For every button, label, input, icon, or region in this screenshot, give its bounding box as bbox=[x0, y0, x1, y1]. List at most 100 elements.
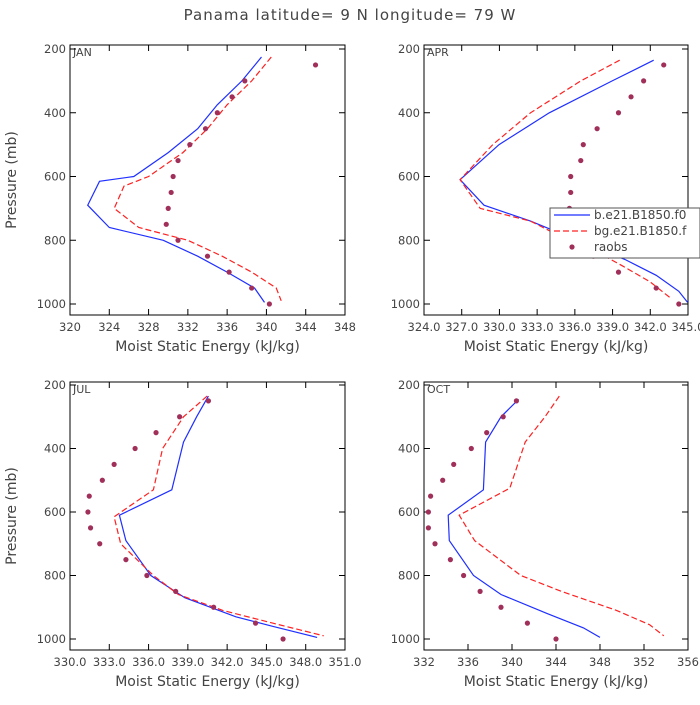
raobs-point bbox=[580, 142, 586, 148]
y-tick-label: 800 bbox=[44, 569, 66, 583]
raobs-point bbox=[163, 221, 169, 227]
raobs-point bbox=[226, 269, 232, 275]
raobs-point bbox=[461, 572, 467, 579]
raobs-point bbox=[177, 414, 183, 420]
x-tick-label: 352 bbox=[633, 655, 655, 669]
x-tick-label: 336.0 bbox=[132, 655, 165, 669]
series-line-b bbox=[447, 398, 601, 638]
x-tick-label: 339.0 bbox=[171, 655, 204, 669]
y-axis-label: Pressure (mb) bbox=[4, 131, 20, 229]
y-axis-label: Pressure (mb) bbox=[4, 467, 20, 565]
legend-box bbox=[549, 207, 700, 259]
x-axis-label: Moist Static Energy (kJ/kg) bbox=[115, 339, 300, 355]
x-tick-label: 345.0 bbox=[250, 655, 283, 669]
y-tick-label: 1000 bbox=[37, 632, 66, 646]
x-tick-label: 320 bbox=[59, 320, 81, 334]
raobs-point bbox=[425, 509, 431, 515]
y-tick-label: 400 bbox=[398, 106, 420, 120]
raobs-point bbox=[578, 157, 584, 164]
y-tick-label: 600 bbox=[44, 170, 66, 184]
raobs-point bbox=[144, 572, 150, 579]
raobs-point bbox=[553, 636, 559, 642]
raobs-point bbox=[568, 189, 574, 196]
x-tick-label: 356 bbox=[677, 655, 699, 669]
legend-label: b.e21.B1850.f0 bbox=[594, 208, 686, 222]
y-tick-label: 800 bbox=[44, 233, 66, 247]
y-tick-label: 400 bbox=[44, 106, 66, 120]
raobs-point bbox=[524, 620, 531, 626]
figure-title: Panama latitude= 9 N longitude= 79 W bbox=[184, 6, 517, 24]
x-tick-label: 336 bbox=[457, 655, 479, 669]
raobs-point bbox=[99, 477, 105, 483]
panel-label: JAN bbox=[72, 46, 92, 59]
x-tick-label: 336 bbox=[216, 320, 238, 334]
raobs-point bbox=[86, 493, 92, 499]
plot-frame bbox=[69, 381, 346, 651]
y-tick-label: 1000 bbox=[391, 297, 420, 311]
raobs-point bbox=[477, 588, 483, 594]
y-tick-label: 800 bbox=[398, 569, 420, 583]
raobs-point bbox=[175, 237, 181, 243]
y-tick-label: 200 bbox=[44, 378, 66, 392]
series-line-bg bbox=[458, 395, 665, 637]
x-tick-label: 333.0 bbox=[93, 655, 126, 669]
raobs-point bbox=[468, 445, 474, 452]
plot-frame bbox=[423, 381, 689, 651]
series-line-bg bbox=[459, 59, 671, 299]
raobs-point bbox=[568, 173, 574, 180]
x-tick-label: 327.0 bbox=[445, 320, 478, 334]
raobs-point bbox=[447, 557, 453, 563]
raobs-point bbox=[451, 461, 457, 467]
raobs-point bbox=[165, 205, 171, 211]
x-tick-label: 330.0 bbox=[54, 655, 87, 669]
y-tick-label: 1000 bbox=[37, 297, 66, 311]
raobs-point bbox=[211, 604, 217, 610]
x-tick-label: 333.0 bbox=[521, 320, 554, 334]
x-axis-label: Moist Static Energy (kJ/kg) bbox=[464, 339, 649, 355]
x-tick-label: 351.0 bbox=[329, 655, 362, 669]
y-tick-label: 600 bbox=[398, 505, 420, 519]
raobs-point bbox=[242, 78, 248, 84]
x-tick-label: 342.0 bbox=[634, 320, 667, 334]
series-line-bg bbox=[113, 395, 324, 637]
raobs-point bbox=[615, 269, 622, 275]
raobs-point bbox=[432, 541, 438, 547]
x-axis-label: Moist Static Energy (kJ/kg) bbox=[464, 674, 649, 690]
x-tick-label: 344 bbox=[545, 655, 567, 669]
raobs-point bbox=[170, 173, 176, 180]
raobs-point bbox=[229, 94, 235, 100]
y-tick-label: 1000 bbox=[391, 632, 420, 646]
x-tick-label: 324 bbox=[98, 320, 120, 334]
raobs-point bbox=[204, 253, 211, 259]
y-tick-label: 400 bbox=[398, 442, 420, 456]
raobs-point bbox=[653, 285, 659, 291]
legend: b.e21.B1850.f0 bg.e21.B1850.f raobs bbox=[549, 207, 700, 259]
y-tick-label: 200 bbox=[44, 42, 66, 56]
x-tick-label: 332 bbox=[413, 655, 435, 669]
raobs-point bbox=[249, 285, 255, 291]
raobs-point bbox=[594, 126, 600, 132]
raobs-point bbox=[202, 126, 209, 132]
x-axis-label: Moist Static Energy (kJ/kg) bbox=[115, 674, 300, 690]
x-tick-label: 328 bbox=[138, 320, 160, 334]
x-tick-label: 330.0 bbox=[483, 320, 516, 334]
raobs-point bbox=[428, 493, 434, 499]
series-line-b bbox=[118, 395, 318, 638]
panel-oct: OCT 200 400 600 800 1000 332 336 340 344 348 352 356… bbox=[391, 378, 699, 690]
raobs-point bbox=[312, 62, 319, 68]
x-tick-label: 348 bbox=[334, 320, 356, 334]
raobs-point bbox=[187, 142, 193, 148]
raobs-point bbox=[214, 110, 220, 116]
raobs-point bbox=[87, 525, 94, 531]
raobs-point bbox=[628, 94, 634, 100]
raobs-point bbox=[440, 477, 446, 483]
panel-apr: APR 200 400 600 800 1000 324.0 327.0 330.0 333.0 3… bbox=[391, 42, 700, 355]
x-tick-label: 340 bbox=[501, 655, 523, 669]
raobs-point bbox=[132, 445, 138, 452]
panel-label: OCT bbox=[427, 383, 450, 396]
x-tick-label: 340 bbox=[255, 320, 277, 334]
legend-label: raobs bbox=[594, 240, 628, 254]
y-tick-label: 600 bbox=[398, 170, 420, 184]
x-tick-label: 348 bbox=[589, 655, 611, 669]
